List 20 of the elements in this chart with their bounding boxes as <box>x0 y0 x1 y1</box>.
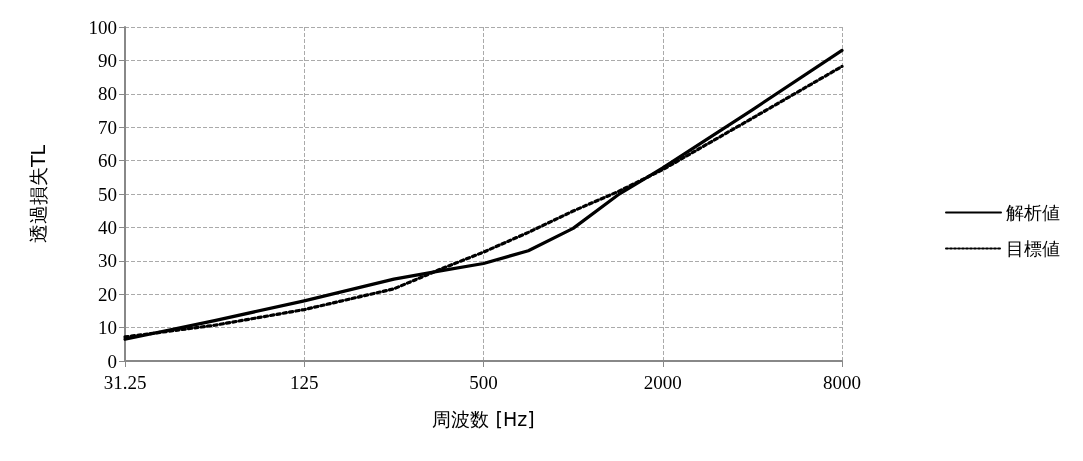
y-tick-label: 0 <box>107 350 117 372</box>
y-tick-label: 70 <box>98 116 117 138</box>
y-tick-label: 20 <box>98 283 117 305</box>
x-tick-label: 2000 <box>643 372 682 393</box>
y-tick-label: 100 <box>88 16 117 38</box>
y-axis-title: 透過損失TL <box>26 144 49 244</box>
legend-label: 解析値 <box>1006 202 1060 223</box>
y-tick-label: 80 <box>98 83 117 105</box>
x-tick-label: 31.25 <box>103 372 147 393</box>
y-tick-label: 30 <box>98 250 117 272</box>
x-tick-label: 500 <box>469 372 498 393</box>
y-tick-label: 90 <box>98 49 117 71</box>
legend-label: 目標値 <box>1006 238 1060 259</box>
y-tick-label: 50 <box>98 183 117 205</box>
x-tick-label: 8000 <box>823 372 861 393</box>
x-tick-label: 125 <box>290 372 319 393</box>
y-tick-label: 10 <box>98 317 117 339</box>
x-axis-title: 周波数 [Hz] <box>432 407 535 430</box>
y-tick-label: 60 <box>98 150 117 172</box>
y-tick-label: 40 <box>98 216 117 238</box>
